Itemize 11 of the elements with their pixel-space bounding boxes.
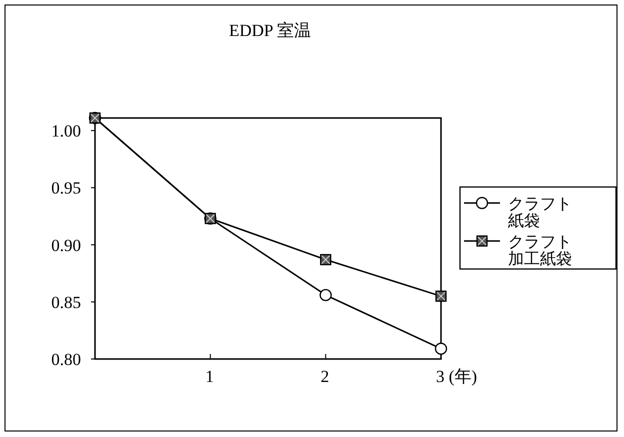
y-tick-label: 0.90 <box>51 236 81 255</box>
y-tick-label: 1.00 <box>51 122 81 141</box>
x-tick-label: 3 (年) <box>436 367 478 386</box>
y-tick-label: 0.95 <box>51 178 81 198</box>
x-tick-label: 1 <box>205 367 214 386</box>
y-tick-label: 0.80 <box>51 350 81 369</box>
chart-title: EDDP 室温 <box>228 21 312 40</box>
x-tick-label: 2 <box>320 367 330 386</box>
y-tick-label: 0.85 <box>51 292 81 312</box>
legend-label: クラフト紙袋 <box>508 196 572 230</box>
legend-label: クラフト加工紙袋 <box>508 234 572 268</box>
